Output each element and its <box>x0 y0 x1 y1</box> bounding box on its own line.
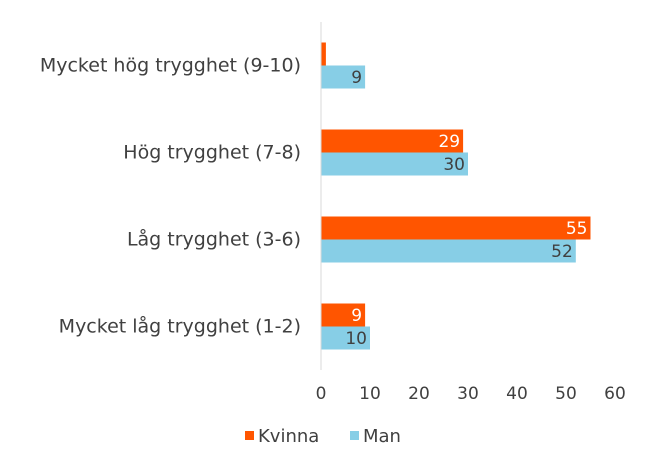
x-tick-label: 60 <box>604 384 626 404</box>
legend: Kvinna Man <box>245 426 401 447</box>
category-label: Mycket låg trygghet (1-2) <box>59 315 301 338</box>
x-tick-labels: 0 10 20 30 40 50 60 <box>316 384 626 404</box>
data-label: 9 <box>351 306 362 326</box>
bar-kvinna <box>321 216 591 240</box>
legend-label-kvinna: Kvinna <box>258 426 319 447</box>
x-tick-label: 20 <box>408 384 430 404</box>
x-tick-label: 40 <box>506 384 528 404</box>
legend-label-man: Man <box>363 426 401 447</box>
x-tick-label: 30 <box>457 384 479 404</box>
bar-kvinna <box>321 129 464 153</box>
category-labels: Mycket hög trygghet (9-10) Hög trygghet (… <box>40 55 301 338</box>
data-label: 10 <box>345 329 367 349</box>
bar-kvinna <box>321 303 366 327</box>
data-label: 9 <box>351 68 362 88</box>
data-label: 30 <box>443 155 465 175</box>
bar-man <box>321 152 468 176</box>
data-label: 52 <box>551 242 573 262</box>
x-tick-label: 10 <box>359 384 381 404</box>
legend-swatch-kvinna <box>245 431 254 440</box>
category-label: Mycket hög trygghet (9-10) <box>40 55 301 77</box>
x-tick-label: 0 <box>316 384 327 404</box>
bar-man <box>321 326 370 350</box>
category-label: Låg trygghet (3-6) <box>127 228 301 251</box>
bars-group: 9 29 30 55 52 9 10 <box>321 42 591 350</box>
data-label: 55 <box>566 219 588 239</box>
legend-swatch-man <box>350 431 359 440</box>
category-label: Hög trygghet (7-8) <box>123 142 301 164</box>
bar-man <box>321 239 576 263</box>
x-tick-label: 50 <box>555 384 577 404</box>
data-label: 29 <box>438 132 460 152</box>
bar-man <box>321 65 366 89</box>
bar-kvinna <box>321 42 326 66</box>
